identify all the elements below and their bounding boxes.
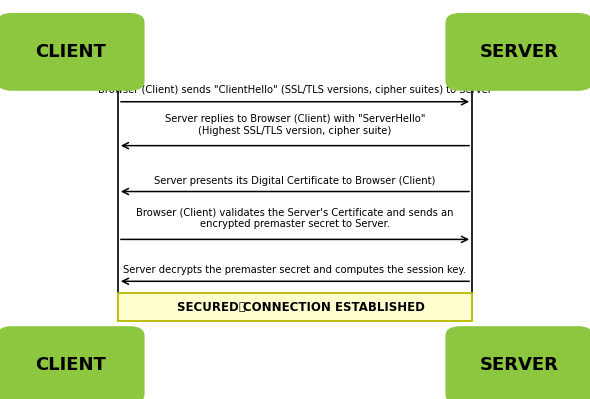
Text: CLIENT: CLIENT — [35, 356, 106, 374]
Text: Browser (Client) validates the Server's Certificate and sends an
encrypted prema: Browser (Client) validates the Server's … — [136, 208, 454, 229]
Text: SERVER: SERVER — [480, 356, 559, 374]
FancyBboxPatch shape — [445, 326, 590, 399]
FancyBboxPatch shape — [0, 13, 145, 91]
Text: 🔒: 🔒 — [238, 302, 245, 312]
Text: Browser (Client) sends "ClientHello" (SSL/TLS versions, cipher suites) to Server: Browser (Client) sends "ClientHello" (SS… — [98, 85, 492, 95]
FancyBboxPatch shape — [445, 13, 590, 91]
FancyBboxPatch shape — [118, 293, 472, 321]
Text: CLIENT: CLIENT — [35, 43, 106, 61]
Text: SECURED CONNECTION ESTABLISHED: SECURED CONNECTION ESTABLISHED — [177, 301, 425, 314]
Text: Server presents its Digital Certificate to Browser (Client): Server presents its Digital Certificate … — [155, 176, 435, 186]
Text: Server decrypts the premaster secret and computes the session key.: Server decrypts the premaster secret and… — [123, 265, 467, 275]
FancyBboxPatch shape — [0, 326, 145, 399]
Text: Server replies to Browser (Client) with "ServerHello"
(Highest SSL/TLS version, : Server replies to Browser (Client) with … — [165, 114, 425, 136]
Text: SERVER: SERVER — [480, 43, 559, 61]
